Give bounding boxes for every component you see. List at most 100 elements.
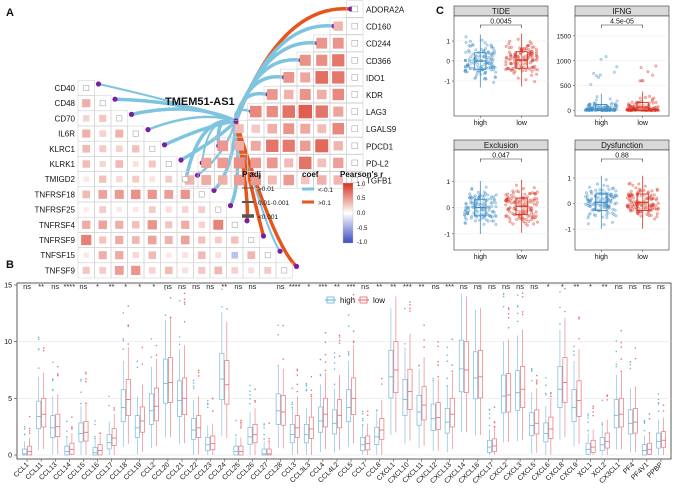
outlier-point xyxy=(521,292,524,294)
outlier-point xyxy=(164,288,167,291)
jitter-point xyxy=(482,208,486,212)
outlier-point xyxy=(381,377,383,380)
jitter-point xyxy=(528,40,532,44)
matrix-square xyxy=(283,72,295,83)
pvalue-label: 0.88 xyxy=(615,153,629,160)
coef-legend-label: <-0.1 xyxy=(318,187,333,194)
jitter-point xyxy=(612,70,616,74)
jitter-point xyxy=(487,205,491,209)
outlier-point xyxy=(52,378,54,380)
y-axis-ticks: 0 5 10 15 xyxy=(4,283,17,460)
outlier-point xyxy=(432,379,434,382)
matrix-square xyxy=(82,266,90,274)
coef-legend-label: >0.1 xyxy=(318,200,331,207)
jitter-point xyxy=(613,102,617,106)
outlier-point xyxy=(352,297,355,300)
significance-label: * xyxy=(152,282,155,291)
jitter-point xyxy=(595,74,599,78)
outlier-point xyxy=(545,384,547,386)
outlier-point xyxy=(80,380,82,382)
outlier-point xyxy=(122,338,125,340)
jitter-point xyxy=(530,45,534,49)
significance-label: ns xyxy=(615,282,623,291)
matrix-square xyxy=(217,175,228,185)
box xyxy=(472,351,478,400)
jitter-point xyxy=(489,65,493,69)
jitter-point xyxy=(601,188,605,192)
jitter-point xyxy=(471,58,475,62)
outlier-point xyxy=(85,380,87,383)
jitter-point xyxy=(464,58,468,62)
matrix-square xyxy=(284,89,294,100)
jitter-point xyxy=(534,54,538,58)
matrix-square xyxy=(299,89,311,100)
jitter-point xyxy=(597,75,601,79)
jitter-point xyxy=(638,96,642,100)
jitter-point xyxy=(466,205,470,209)
jitter-point xyxy=(469,194,473,198)
outlier-point xyxy=(108,404,110,407)
jitter-point xyxy=(529,200,533,204)
arc-end-dot xyxy=(112,96,118,102)
matrix-square xyxy=(267,123,278,134)
matrix-square xyxy=(182,267,189,274)
significance-label: ns xyxy=(657,282,665,291)
jitter-point xyxy=(656,207,660,211)
jitter-point xyxy=(508,39,512,43)
outlier-point xyxy=(479,288,482,290)
jitter-point xyxy=(584,195,588,199)
jitter-point xyxy=(651,101,655,105)
outlier-point xyxy=(240,425,242,427)
box xyxy=(332,409,338,435)
outlier-point xyxy=(226,308,228,310)
matrix-square xyxy=(99,145,107,153)
outlier-point xyxy=(338,342,341,344)
correlation-arc xyxy=(179,119,238,162)
matrix-square xyxy=(351,22,358,30)
jitter-point xyxy=(522,202,526,206)
outlier-point xyxy=(254,388,256,391)
pvalue-label: 0.047 xyxy=(492,153,510,160)
jitter-point xyxy=(608,192,612,196)
left-gene-label: TNFRSF18 xyxy=(35,190,76,199)
outlier-point xyxy=(347,314,350,316)
jitter-point xyxy=(528,205,532,209)
matrix-square xyxy=(300,123,311,134)
outlier-point xyxy=(347,325,350,327)
right-gene-label: CD160 xyxy=(366,23,391,32)
outlier-point xyxy=(282,358,285,360)
jitter-point xyxy=(585,191,589,195)
jitter-point xyxy=(606,211,610,215)
jitter-point xyxy=(518,199,522,203)
jitter-point xyxy=(587,185,591,189)
significance-label: ns xyxy=(248,282,256,291)
right-gene-label: CD366 xyxy=(366,57,391,66)
box xyxy=(252,424,258,444)
outlier-point xyxy=(347,352,350,355)
outlier-point xyxy=(310,395,313,398)
matrix-square xyxy=(81,234,92,246)
jitter-point xyxy=(486,213,490,217)
outlier-point xyxy=(634,347,637,349)
left-gene-label: CD48 xyxy=(55,99,76,108)
jitter-point xyxy=(464,35,468,39)
outlier-point xyxy=(94,423,96,426)
x-tick-label: high xyxy=(474,120,487,127)
jitter-point xyxy=(463,65,467,69)
jitter-point xyxy=(494,222,498,226)
matrix-square xyxy=(99,160,106,168)
jitter-point xyxy=(508,217,512,221)
outlier-point xyxy=(437,341,439,343)
outlier-point xyxy=(648,417,651,420)
matrix-square xyxy=(115,220,124,229)
outlier-point xyxy=(113,407,115,409)
jitter-point xyxy=(602,183,606,187)
jitter-point xyxy=(467,50,471,54)
matrix-square xyxy=(114,189,124,199)
outlier-point xyxy=(221,288,223,291)
outlier-point xyxy=(615,340,618,342)
jitter-point xyxy=(528,192,532,196)
jitter-point xyxy=(504,60,508,64)
outlier-point xyxy=(310,375,313,378)
jitter-point xyxy=(504,56,508,60)
